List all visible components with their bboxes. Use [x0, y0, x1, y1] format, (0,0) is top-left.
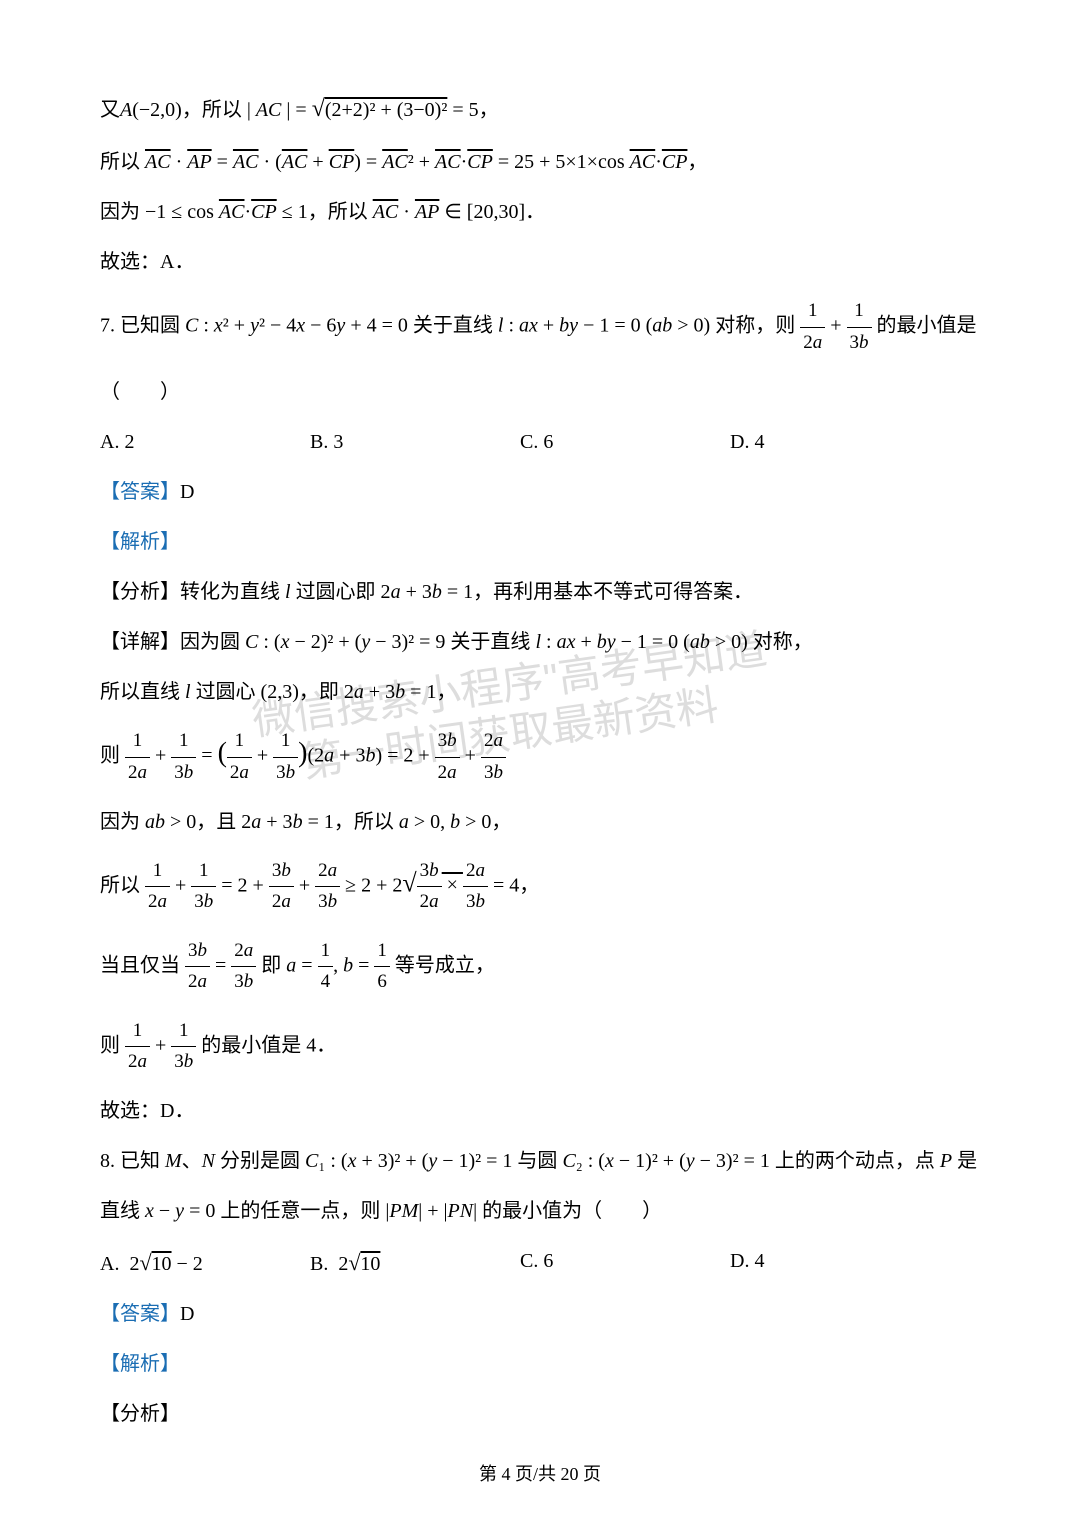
analysis-label-8: 【解析】 — [100, 1348, 980, 1380]
answer-value: D — [180, 481, 194, 503]
choice-a: A. 2√10 − 2 — [100, 1245, 310, 1280]
text-line: 因为 −1 ≤ cos AC·CP ≤ 1，所以 AC · AP ∈ [20,3… — [100, 196, 980, 228]
solution-7-3: 则 12a + 13b = (12a + 13b)(2a + 3b) = 2 +… — [100, 726, 980, 788]
page-footer: 第 4 页/共 20 页 — [100, 1460, 980, 1489]
analysis-8: 【分析】 — [100, 1398, 980, 1430]
question-7-choices: A. 2 B. 3 C. 6 D. 4 — [100, 426, 980, 458]
answer-label: 【答案】 — [100, 1303, 180, 1325]
answer-7: 【答案】D — [100, 476, 980, 508]
question-8b: 直线 x − y = 0 上的任意一点，则 |PM| + |PN| 的最小值为（… — [100, 1195, 980, 1227]
text-line: 故选：A． — [100, 246, 980, 278]
solution-7-8: 故选：D． — [100, 1095, 980, 1127]
solution-7-7: 则 12a + 13b 的最小值是 4． — [100, 1016, 980, 1078]
question-7-blank: （ ） — [100, 376, 980, 408]
choice-b: B. 3 — [310, 426, 520, 458]
text-line: 所以 AC · AP = AC · (AC + CP) = AC² + AC·C… — [100, 146, 980, 178]
answer-value: D — [180, 1303, 194, 1325]
question-8: 8. 已知 M、N 分别是圆 C₁ : (x + 3)² + (y − 1)² … — [100, 1145, 980, 1177]
answer-8: 【答案】D — [100, 1298, 980, 1330]
analysis-label-7: 【解析】 — [100, 526, 980, 558]
answer-label: 【答案】 — [100, 481, 180, 503]
question-8-choices: A. 2√10 − 2 B. 2√10 C. 6 D. 4 — [100, 1245, 980, 1280]
solution-7-1: 【详解】因为圆 C : (x − 2)² + (y − 3)² = 9 关于直线… — [100, 626, 980, 658]
choice-b: B. 2√10 — [310, 1245, 520, 1280]
page-content: 又A(−2,0)，所以 | AC | = √(2+2)² + (3−0)² = … — [100, 90, 980, 1430]
choice-c: C. 6 — [520, 426, 730, 458]
choice-c: C. 6 — [520, 1245, 730, 1280]
choice-d: D. 4 — [730, 1245, 940, 1280]
analysis-7: 【分析】转化为直线 l 过圆心即 2a + 3b = 1，再利用基本不等式可得答… — [100, 576, 980, 608]
solution-7-4: 因为 ab > 0，且 2a + 3b = 1，所以 a > 0, b > 0， — [100, 806, 980, 838]
solution-7-5: 所以 12a + 13b = 2 + 3b2a + 2a3b ≥ 2 + 2√3… — [100, 856, 980, 918]
choice-a: A. 2 — [100, 426, 310, 458]
choice-d: D. 4 — [730, 426, 940, 458]
question-7: 7. 已知圆 C : x² + y² − 4x − 6y + 4 = 0 关于直… — [100, 296, 980, 358]
text-line: 又A(−2,0)，所以 | AC | = √(2+2)² + (3−0)² = … — [100, 90, 980, 128]
solution-7-2: 所以直线 l 过圆心 (2,3)，即 2a + 3b = 1， — [100, 676, 980, 708]
solution-7-6: 当且仅当 3b2a = 2a3b 即 a = 14, b = 16 等号成立， — [100, 936, 980, 998]
